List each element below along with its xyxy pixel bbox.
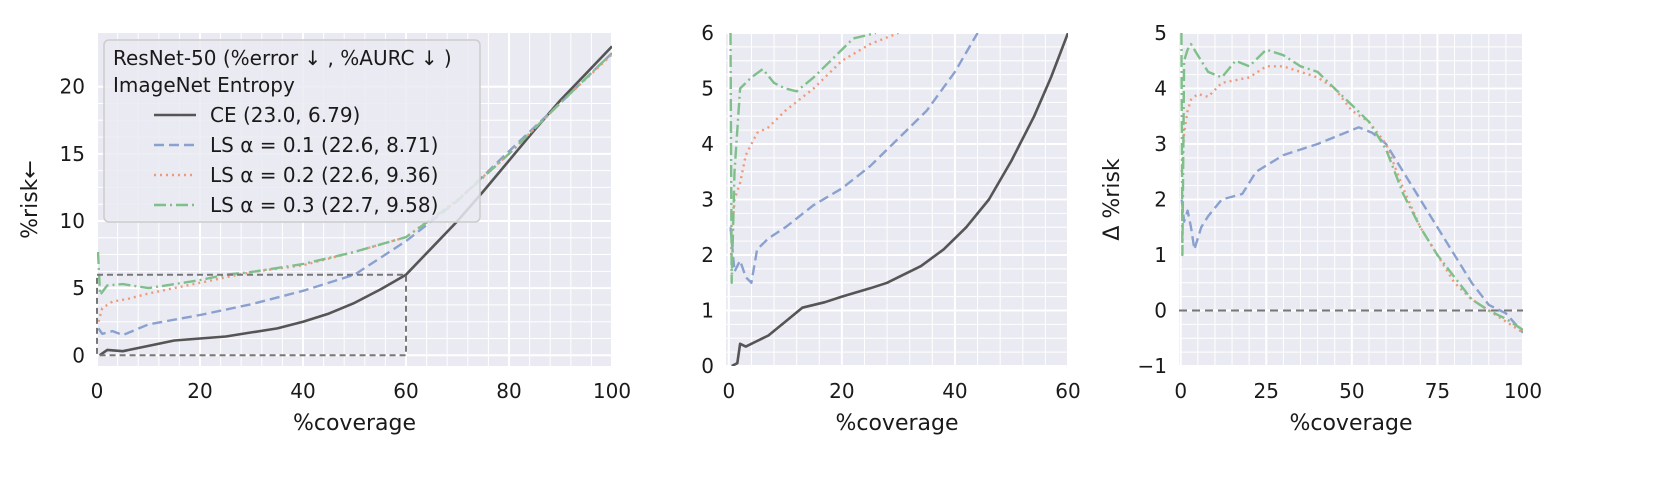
x-tick-label: 100: [1504, 379, 1542, 403]
series-line-ce: [731, 33, 1068, 366]
y-tick-label: 1: [701, 299, 714, 323]
legend-title-line2: ImageNet Entropy: [113, 73, 295, 97]
x-tick-label: 0: [1174, 379, 1187, 403]
series-line-ls1: [729, 33, 979, 284]
series-line-ls2: [729, 33, 899, 256]
panel-risk-coverage: 0 20 40 60 80 100 0 5 10 15 20 %coverage %risk← ResNe…: [18, 33, 631, 436]
x-tick-label: 60: [1055, 379, 1080, 403]
legend: ResNet-50 (%error ↓ , %AURC ↓ ) ImageNet …: [103, 39, 481, 223]
y-tick-label: 10: [60, 209, 85, 233]
series-line-ls1: [97, 52, 612, 337]
y-tick-label: 0: [701, 354, 714, 378]
panel-risk-coverage-zoom: 0 20 40 60 0 1 2 3 4 5 6 %coverage: [701, 21, 1080, 436]
y-tick-label: 15: [60, 142, 85, 166]
y-tick-label: 2: [1154, 188, 1167, 212]
y-tick-label: 20: [60, 75, 85, 99]
legend-title-line1: ResNet-50 (%error ↓ , %AURC ↓ ): [113, 46, 452, 70]
x-tick-label: 100: [593, 379, 631, 403]
series-line-ce: [98, 45, 612, 357]
y-tick-label: 5: [701, 77, 714, 101]
y-tick-label: 5: [1154, 21, 1167, 45]
series-line-ls3: [97, 52, 612, 296]
series-group: [97, 45, 612, 357]
x-tick-label: 60: [393, 379, 418, 403]
y-tick-label: −1: [1138, 354, 1167, 378]
panel-delta-risk: 0 25 50 75 100 −1 0 1 2 3 4 5 %coverage Δ %risk: [1100, 21, 1542, 436]
x-tick-label: 0: [722, 379, 735, 403]
legend-box: [103, 39, 481, 223]
legend-entry-ls1: LS α = 0.1 (22.6, 8.71): [210, 133, 438, 157]
y-tick-label: 5: [72, 276, 85, 300]
y-tick-label: 2: [701, 243, 714, 267]
x-tick-label: 50: [1339, 379, 1364, 403]
x-tick-label: 80: [496, 379, 521, 403]
x-tick-label: 40: [290, 379, 315, 403]
x-tick-label: 40: [942, 379, 967, 403]
y-tick-label: 3: [701, 188, 714, 212]
y-tick-label: 3: [1154, 132, 1167, 156]
series-line-ls1: [1180, 126, 1523, 334]
x-tick-label: 0: [91, 379, 104, 403]
y-axis-label: %risk←: [18, 160, 43, 239]
legend-entry-ce: CE (23.0, 6.79): [210, 103, 360, 127]
y-tick-label: 4: [701, 132, 714, 156]
y-tick-label: 0: [72, 343, 85, 367]
series-line-ls3: [1180, 33, 1523, 331]
legend-entry-ls2: LS α = 0.2 (22.6, 9.36): [210, 163, 438, 187]
series-line-ls2: [1180, 65, 1523, 334]
zoom-region-box: [96, 273, 407, 357]
x-axis-label: %coverage: [1289, 411, 1412, 436]
y-axis-label: Δ %risk: [1100, 158, 1125, 241]
y-tick-label: 0: [1154, 299, 1167, 323]
x-axis-label: %coverage: [293, 411, 416, 436]
x-tick-label: 20: [187, 379, 212, 403]
x-tick-label: 25: [1254, 379, 1279, 403]
series-group: [729, 33, 1068, 366]
y-tick-label: 6: [701, 21, 714, 45]
y-tick-label: 1: [1154, 243, 1167, 267]
x-tick-label: 75: [1425, 379, 1450, 403]
series-group: [1180, 33, 1523, 334]
series-line-ls3: [729, 33, 877, 284]
x-axis-label: %coverage: [835, 411, 958, 436]
y-tick-label: 4: [1154, 77, 1167, 101]
legend-entry-ls3: LS α = 0.3 (22.7, 9.58): [210, 193, 438, 217]
x-tick-label: 20: [829, 379, 854, 403]
